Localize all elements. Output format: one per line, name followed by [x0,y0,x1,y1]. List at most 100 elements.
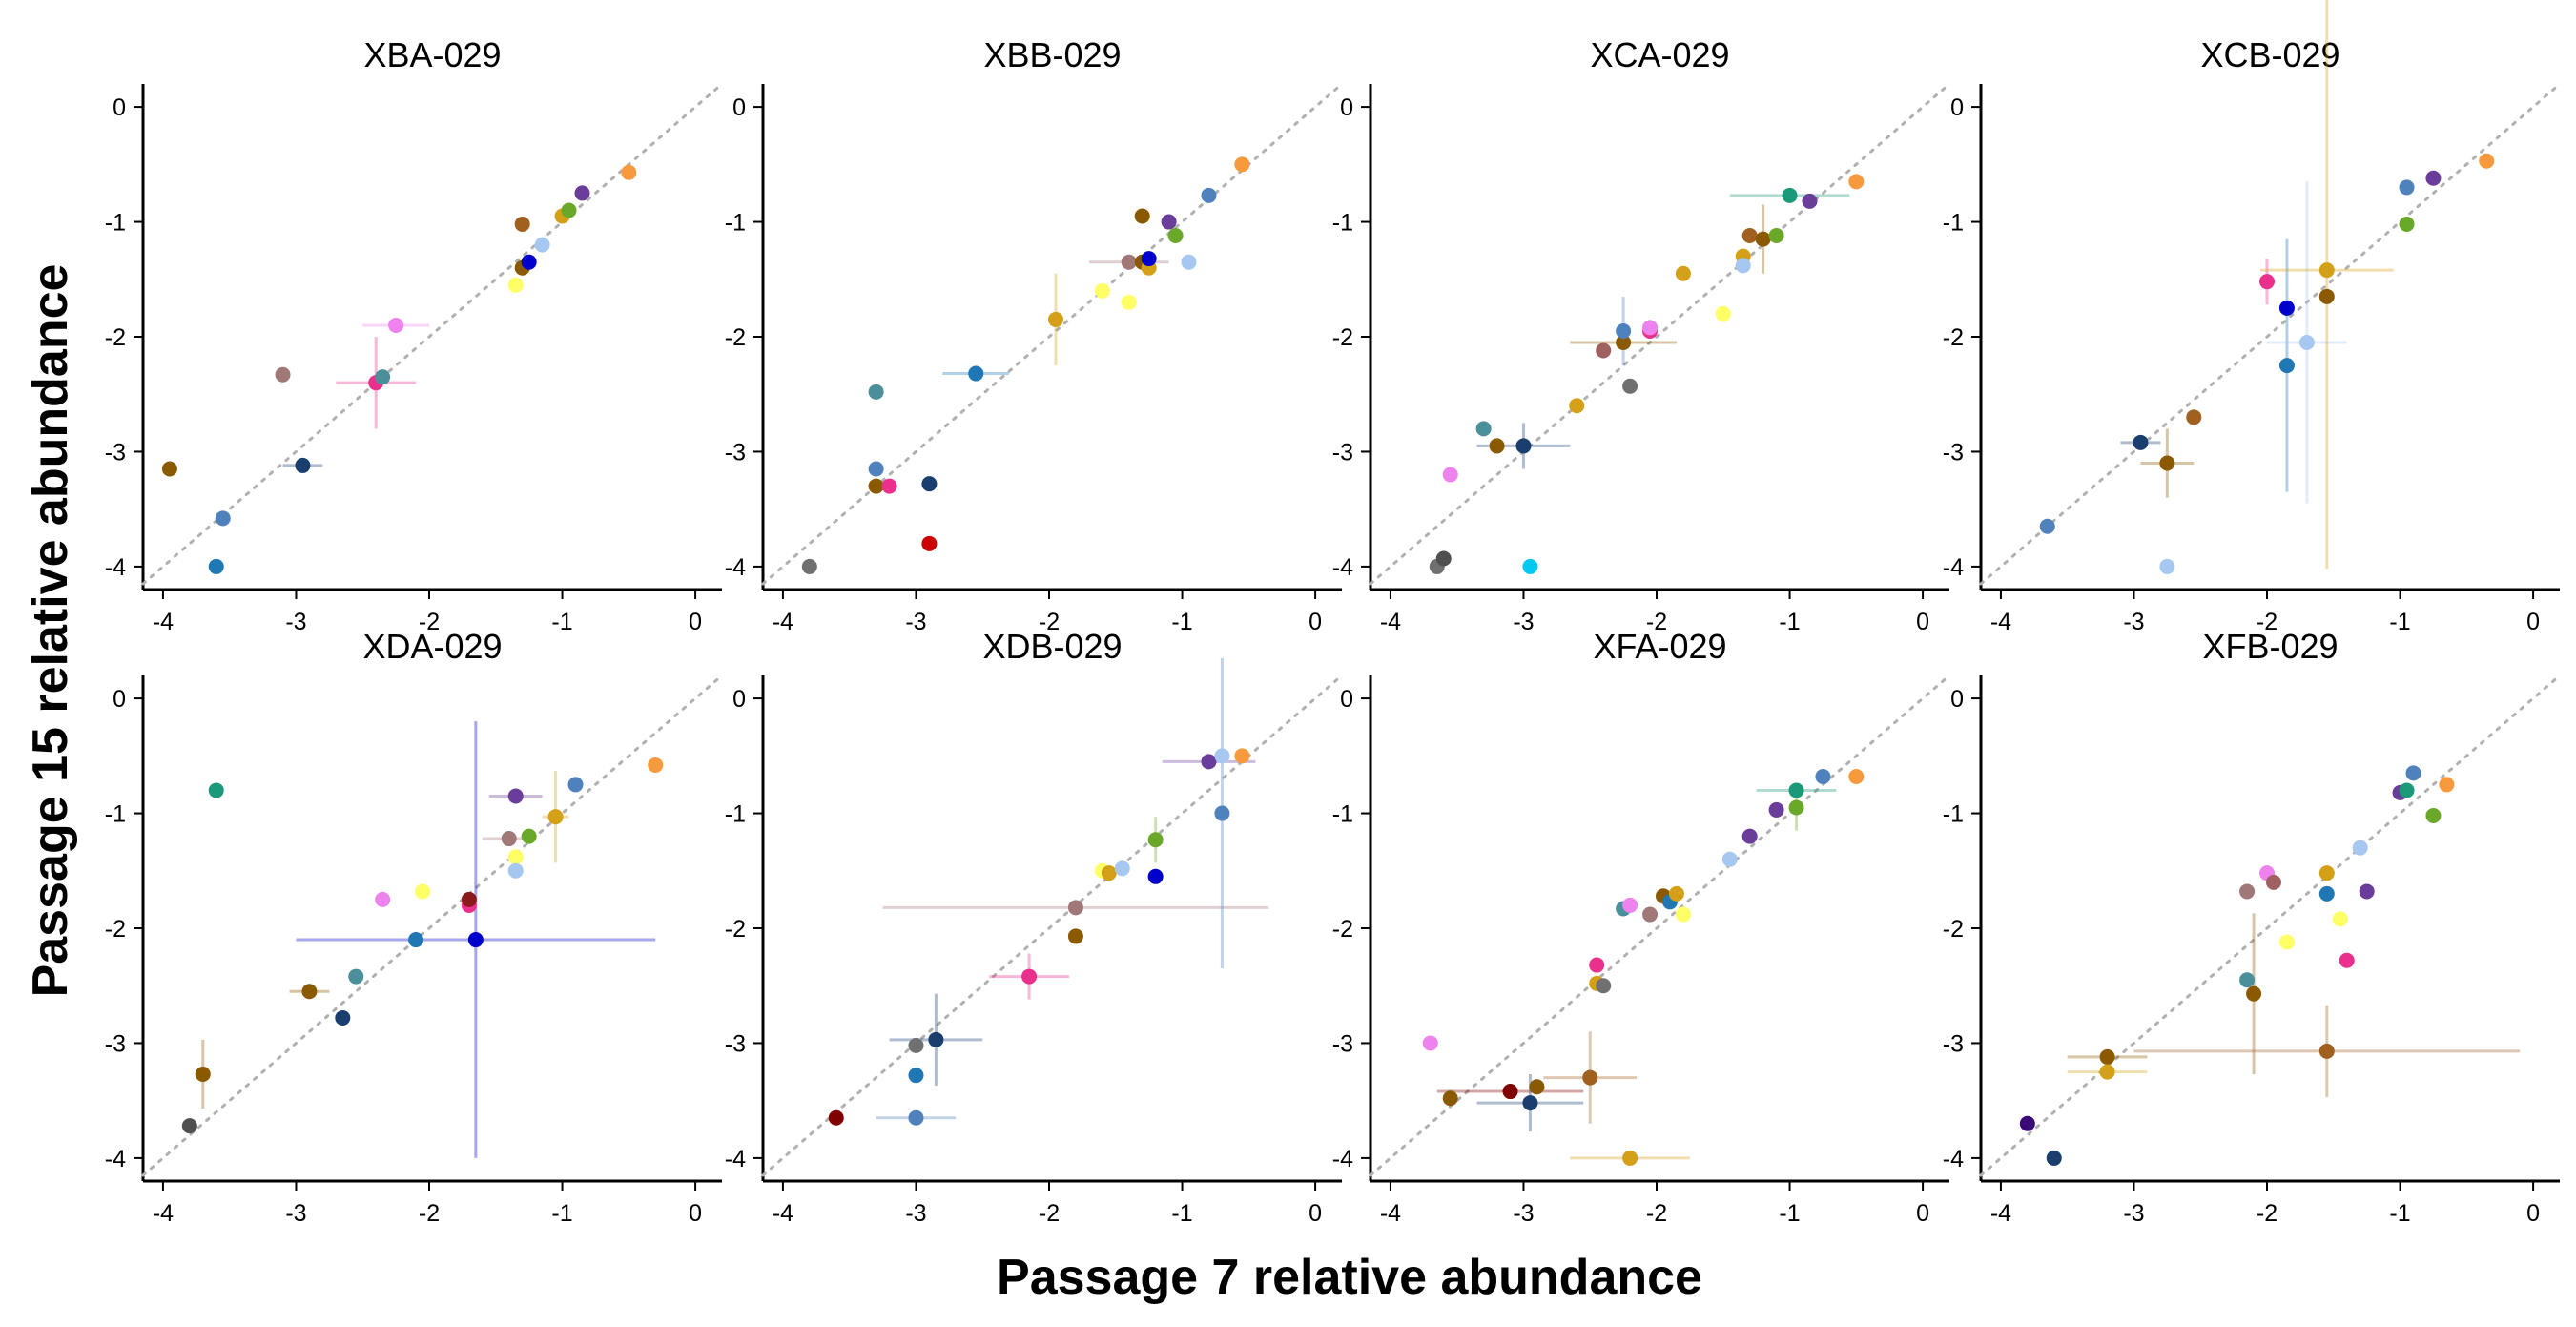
data-point [1675,265,1691,281]
data-point [1788,782,1804,798]
data-point [208,558,224,574]
data-point [928,1031,944,1047]
identity-line [1979,82,2562,586]
x-tick-label: -3 [2123,609,2144,635]
data-point [2246,985,2262,1002]
data-point [375,369,391,385]
x-tick-label: 0 [1916,609,1929,635]
data-point [868,384,884,400]
data-point [1234,748,1250,764]
data-point [2278,300,2295,316]
y-tick-label: -2 [105,324,126,351]
y-tick-label: -4 [105,554,126,581]
data-point [868,461,884,477]
identity-line [141,82,724,586]
identity-line [141,674,724,1177]
data-point [1094,282,1110,299]
data-point [1788,799,1804,816]
data-point [2019,1115,2035,1131]
x-tick-label: -4 [153,609,174,635]
x-axis-title: Passage 7 relative abundance [997,1250,1702,1305]
data-point [968,365,984,382]
y-tick-label: -4 [725,1146,746,1172]
y-tick-label: -3 [1332,1030,1353,1057]
identity-line [1369,674,1951,1177]
y-tick-label: -2 [1943,324,1964,351]
y-tick-label: 0 [113,686,126,713]
data-point [1047,311,1063,327]
data-point [1529,1079,1545,1095]
identity-line [761,82,1344,586]
y-tick-label: -3 [725,1030,746,1057]
data-point [534,237,550,253]
data-point [2039,518,2055,534]
x-tick-label: -2 [419,1200,440,1227]
x-tick-label: -2 [1646,1200,1667,1227]
x-tick-label: -2 [1039,609,1060,635]
data-point [1167,228,1184,243]
data-point [908,1037,924,1053]
data-point [415,883,431,900]
panel-title: XFA-029 [1593,627,1726,666]
data-point [1569,398,1585,414]
y-tick-label: -1 [725,801,746,828]
y-tick-label: -2 [725,324,746,351]
data-point [547,809,564,825]
y-tick-label: -4 [1332,554,1353,581]
x-tick-label: -1 [551,609,572,635]
data-point [1422,1035,1438,1051]
data-point [1442,467,1458,483]
data-point [2479,153,2495,169]
data-point [2239,972,2256,988]
x-tick-label: -3 [285,1200,306,1227]
y-tick-label: -1 [1943,210,1964,237]
x-tick-label: -2 [1646,609,1667,635]
data-point [1768,228,1784,243]
y-tick-label: -4 [1332,1146,1353,1172]
data-point [1502,1084,1518,1100]
data-point [868,478,884,494]
data-point [2186,409,2202,425]
data-point [1715,305,1731,321]
panel-title: XCB-029 [2200,35,2339,74]
data-point [514,216,530,232]
data-point [2159,455,2175,471]
data-point [1134,208,1150,224]
data-point [2099,1064,2115,1080]
data-point [1616,322,1632,339]
x-tick-label: -3 [905,1200,926,1227]
data-point [881,478,897,494]
y-tick-label: 0 [732,686,746,713]
data-point [1768,801,1784,818]
data-point [1214,748,1230,764]
x-tick-label: -4 [773,609,793,635]
data-point [2399,782,2415,798]
data-point [375,891,391,907]
panel-title: XBB-029 [983,35,1121,74]
data-point [215,510,231,527]
data-point [348,968,364,985]
y-tick-label: -4 [1943,554,1964,581]
data-point [2339,952,2355,968]
data-point [195,1066,211,1082]
data-point [2352,840,2368,856]
data-point [908,1068,924,1084]
data-point [1121,254,1137,270]
y-tick-label: -3 [1943,1030,1964,1057]
x-tick-label: 0 [689,609,702,635]
data-point [1782,187,1798,203]
y-tick-label: 0 [113,94,126,121]
x-tick-label: 0 [1309,1200,1322,1227]
y-tick-label: -2 [1332,916,1353,943]
x-tick-label: -1 [2389,1200,2410,1227]
x-tick-label: -4 [153,1200,174,1227]
y-tick-label: -1 [1332,210,1353,237]
data-point [1522,1095,1538,1111]
y-tick-label: -4 [725,554,746,581]
data-point [2318,865,2335,881]
x-tick-label: -4 [773,1200,793,1227]
y-tick-label: -3 [1332,439,1353,466]
y-tick-label: -3 [1943,439,1964,466]
data-point [1114,860,1130,877]
